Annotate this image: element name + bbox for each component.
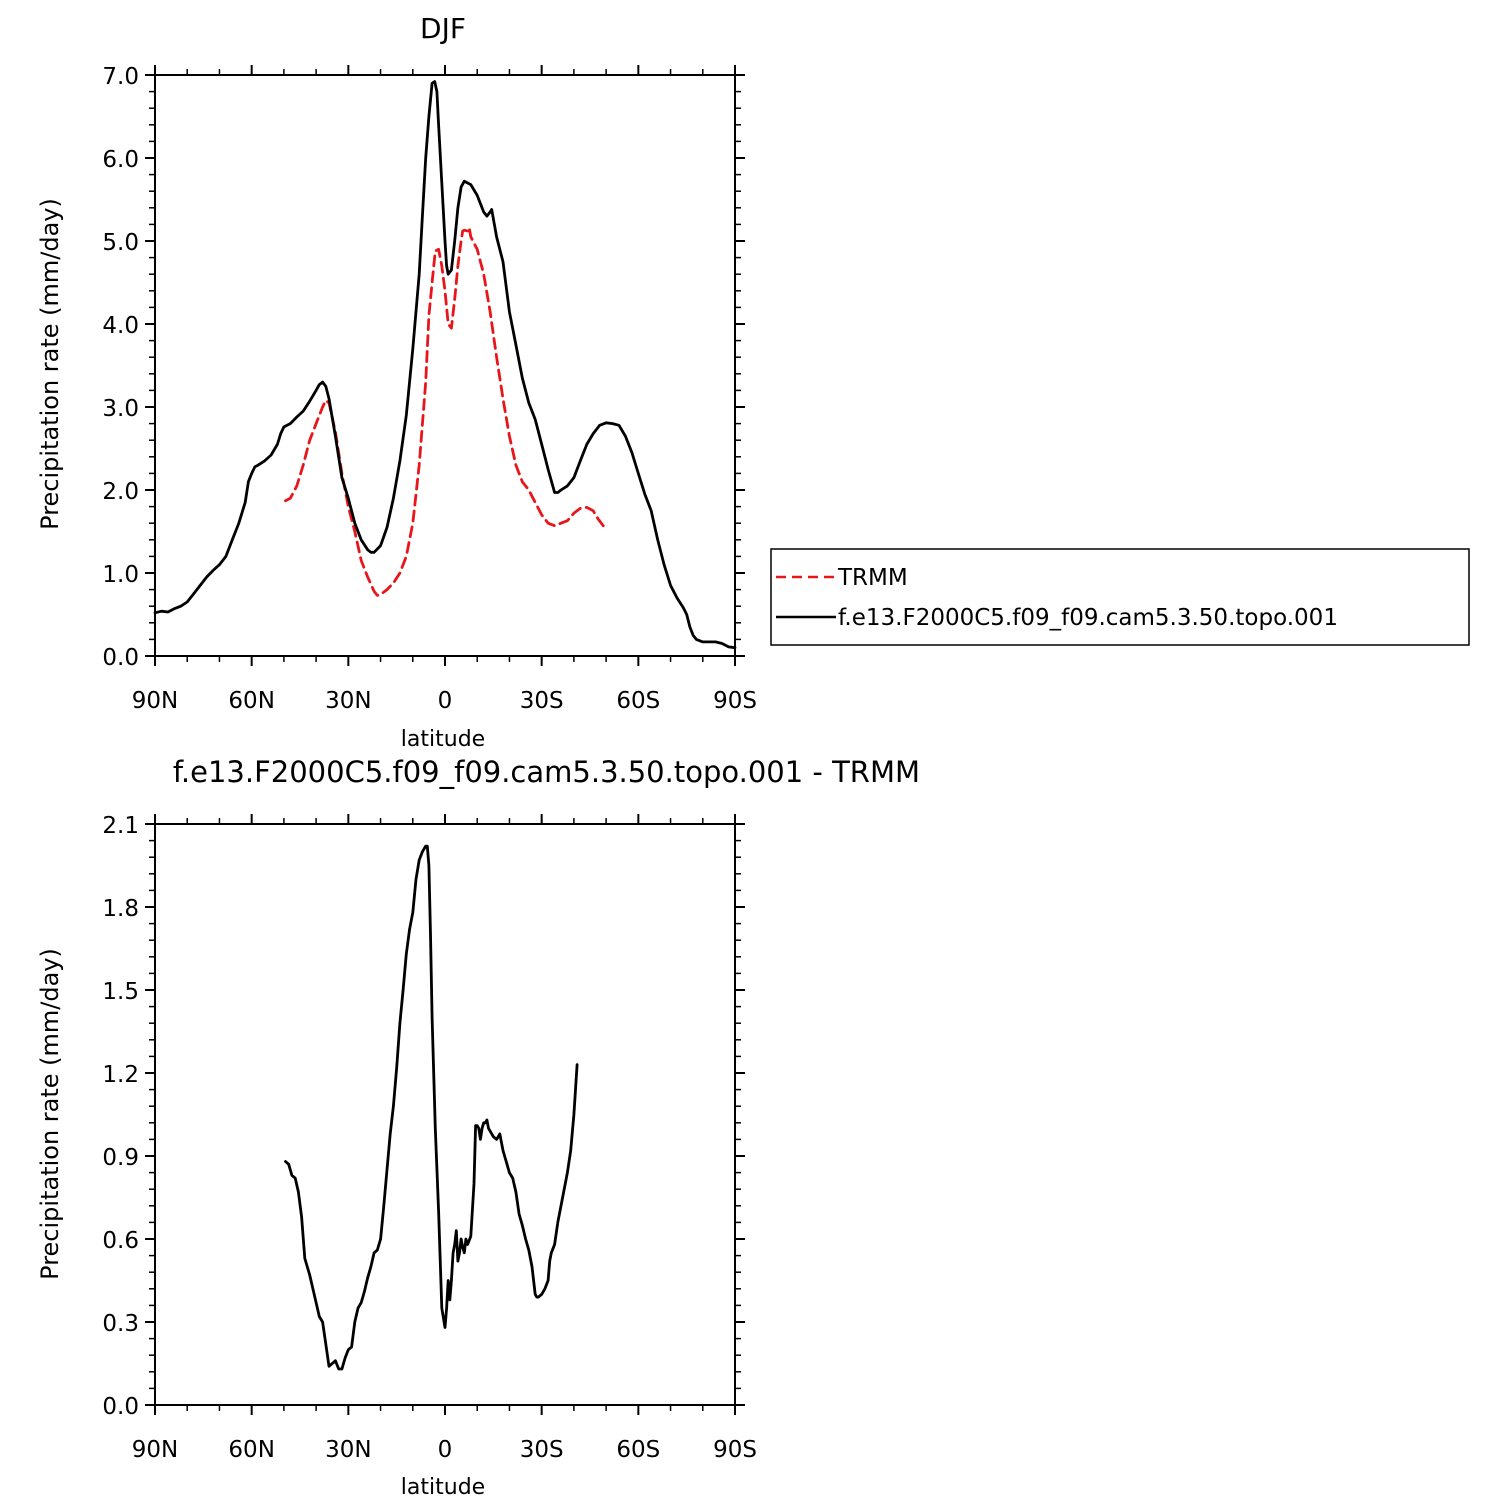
x-tick-label: 30N (325, 1437, 371, 1463)
bottom-chart-series-line-0 (284, 844, 579, 1371)
x-tick-label: 0 (438, 1437, 453, 1463)
top-chart-series-line-0 (284, 226, 606, 597)
legend: TRMM f.e13.F2000C5.f09_f09.cam5.3.50.top… (770, 548, 1470, 646)
x-tick-label: 60S (616, 1437, 660, 1463)
bottom-chart-series (284, 844, 579, 1371)
x-tick-label: 90S (713, 1437, 757, 1463)
bottom-chart-x-axis-label: latitude (401, 1475, 485, 1500)
y-tick-label: 0.0 (102, 1394, 139, 1420)
y-tick-label: 0.9 (102, 1145, 139, 1171)
top-chart-x-axis-label: latitude (401, 727, 485, 752)
top-chart-title: DJF (420, 12, 466, 45)
top-chart-ticks (145, 65, 745, 666)
y-tick-label: 7.0 (102, 64, 139, 90)
bottom-chart-x-tick-labels: 90N 60N 30N 0 30S 60S 90S (132, 1437, 757, 1463)
x-tick-label: 0 (438, 688, 453, 714)
y-tick-label: 1.0 (102, 562, 139, 588)
top-chart-x-tick-labels: 90N 60N 30N 0 30S 60S 90S (132, 688, 757, 714)
x-tick-label: 90N (132, 1437, 178, 1463)
y-tick-label: 6.0 (102, 147, 139, 173)
y-tick-label: 1.8 (102, 896, 139, 922)
bottom-chart-y-axis-label: Precipitation rate (mm/day) (36, 948, 64, 1280)
y-tick-label: 2.0 (102, 479, 139, 505)
x-tick-label: 30S (520, 1437, 564, 1463)
x-tick-label: 30N (325, 688, 371, 714)
top-chart-y-tick-labels: 0.0 1.0 2.0 3.0 4.0 5.0 6.0 7.0 (102, 64, 139, 671)
top-chart-frame (154, 74, 736, 657)
x-tick-label: 90N (132, 688, 178, 714)
top-chart-y-axis-label: Precipitation rate (mm/day) (36, 198, 64, 530)
top-chart-series-line-1 (153, 80, 737, 650)
top-chart: DJF 0.0 1.0 2.0 3.0 4.0 5.0 6.0 7.0 90N 60N 30N 0 3… (36, 12, 757, 752)
x-tick-label: 60N (228, 1437, 274, 1463)
y-tick-label: 1.2 (102, 1062, 139, 1088)
legend-label-trmm: TRMM (837, 565, 908, 591)
y-tick-label: 3.0 (102, 396, 139, 422)
y-tick-label: 0.3 (102, 1311, 139, 1337)
y-tick-label: 0.6 (102, 1228, 139, 1254)
y-tick-label: 0.0 (102, 645, 139, 671)
y-tick-label: 2.1 (102, 813, 139, 839)
top-chart-series (153, 80, 737, 650)
x-tick-label: 30S (520, 688, 564, 714)
bottom-chart: f.e13.F2000C5.f09_f09.cam5.3.50.topo.001… (36, 755, 920, 1500)
bottom-chart-title: f.e13.F2000C5.f09_f09.cam5.3.50.topo.001… (173, 755, 920, 789)
x-tick-label: 90S (713, 688, 757, 714)
legend-label-model: f.e13.F2000C5.f09_f09.cam5.3.50.topo.001 (838, 605, 1338, 631)
legend-frame (770, 548, 1470, 646)
bottom-chart-y-tick-labels: 0.0 0.3 0.6 0.9 1.2 1.5 1.8 2.1 (102, 813, 139, 1420)
bottom-chart-ticks (145, 814, 745, 1415)
x-tick-label: 60N (228, 688, 274, 714)
y-tick-label: 5.0 (102, 230, 139, 256)
y-tick-label: 1.5 (102, 979, 139, 1005)
y-tick-label: 4.0 (102, 313, 139, 339)
x-tick-label: 60S (616, 688, 660, 714)
